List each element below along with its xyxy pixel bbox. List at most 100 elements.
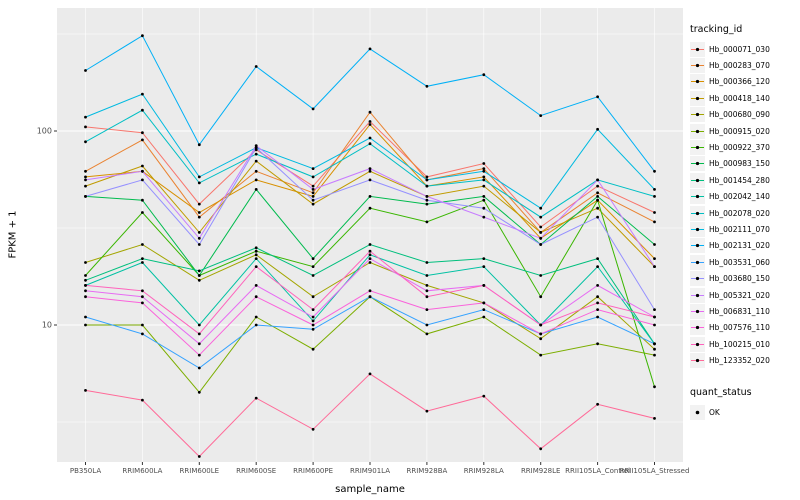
data-point xyxy=(539,236,543,240)
legend-key-icon xyxy=(690,353,705,369)
data-point xyxy=(539,206,543,210)
data-point xyxy=(84,284,87,287)
legend-key-icon xyxy=(690,336,705,352)
data-point xyxy=(539,332,543,336)
data-point xyxy=(141,169,144,173)
data-point xyxy=(197,278,201,282)
legend-key-icon xyxy=(690,221,705,237)
data-point xyxy=(84,278,87,282)
y-tick-label: 100 xyxy=(37,127,52,136)
data-point xyxy=(539,274,543,277)
data-point xyxy=(653,323,656,327)
data-point xyxy=(482,195,486,198)
data-point xyxy=(311,274,315,277)
x-tick-label: RRII105LA_Control xyxy=(565,467,630,475)
data-point xyxy=(254,188,258,191)
data-point xyxy=(596,178,599,182)
data-point xyxy=(539,114,543,117)
data-point xyxy=(311,202,315,206)
data-point xyxy=(653,243,656,246)
legend-entry: Hb_003531_060 xyxy=(690,254,798,270)
data-point xyxy=(254,152,258,156)
data-point xyxy=(596,284,599,287)
legend-entry: Hb_000922_370 xyxy=(690,139,798,156)
data-point xyxy=(425,323,429,327)
legend-entry: Hb_000283_070 xyxy=(690,57,798,74)
data-point xyxy=(539,323,543,327)
data-point xyxy=(482,178,486,182)
data-point xyxy=(653,353,656,357)
x-tick-label: RRIM600LE xyxy=(180,467,220,475)
data-point xyxy=(425,295,429,299)
data-point xyxy=(539,353,543,357)
data-point xyxy=(311,327,315,331)
data-point xyxy=(254,315,258,319)
data-point xyxy=(368,253,372,257)
x-tick-label: RRIM928LA xyxy=(464,467,504,475)
data-point xyxy=(84,125,87,129)
data-point xyxy=(197,390,201,394)
data-point xyxy=(141,289,144,293)
legend-entry-label: Hb_003680_150 xyxy=(709,274,770,284)
data-point xyxy=(311,167,315,171)
data-point xyxy=(482,73,486,77)
legend-key-icon xyxy=(690,287,705,303)
data-point xyxy=(311,323,315,327)
data-point xyxy=(368,249,372,253)
data-point xyxy=(539,447,543,451)
plot-area: 10 100 PB350LA RRIM600LA RRIM600LE RRIM600SE R… xyxy=(37,8,689,475)
legend-key-icon xyxy=(690,58,705,74)
data-point xyxy=(254,257,258,260)
data-point xyxy=(368,295,372,299)
data-point xyxy=(482,265,486,268)
legend-key-icon xyxy=(690,41,705,57)
data-point xyxy=(197,243,201,246)
data-point xyxy=(596,206,599,210)
data-point xyxy=(368,206,372,210)
data-point xyxy=(311,107,315,111)
data-point xyxy=(425,409,429,413)
data-point xyxy=(197,175,201,179)
data-point xyxy=(311,184,315,188)
data-point xyxy=(596,315,599,319)
data-point xyxy=(311,295,315,299)
legend-entry: Hb_005321_020 xyxy=(690,287,798,303)
legend-key-icon xyxy=(690,404,705,420)
data-point xyxy=(539,295,543,299)
legend-entry-label: Hb_123352_020 xyxy=(709,356,770,366)
data-point xyxy=(425,308,429,311)
data-point xyxy=(368,257,372,260)
data-point xyxy=(141,211,144,214)
data-point xyxy=(84,323,87,327)
data-point xyxy=(653,169,656,173)
data-point xyxy=(197,455,201,458)
data-point xyxy=(539,337,543,341)
data-point xyxy=(311,319,315,323)
data-point xyxy=(368,195,372,198)
legend-key-icon xyxy=(690,189,705,205)
legend-entry-label: Hb_006831_110 xyxy=(709,306,770,316)
data-point xyxy=(368,167,372,171)
data-point xyxy=(653,417,656,420)
legend-key-icon xyxy=(690,90,705,106)
legend-entry: Hb_002078_020 xyxy=(690,205,798,221)
data-point xyxy=(653,265,656,268)
data-point xyxy=(84,169,87,173)
data-point xyxy=(84,274,87,277)
data-point xyxy=(311,257,315,260)
legend-entry-label: Hb_000680_090 xyxy=(709,110,770,120)
data-point xyxy=(425,289,429,293)
legend-key-icon xyxy=(690,123,705,139)
data-point xyxy=(254,295,258,299)
data-point xyxy=(368,142,372,146)
legend-entry: Hb_000915_020 xyxy=(690,123,798,139)
data-point xyxy=(596,191,599,195)
data-point xyxy=(254,265,258,268)
legend-key-icon xyxy=(690,303,705,319)
legend-key-icon xyxy=(690,172,705,188)
data-point xyxy=(368,47,372,51)
legend-shape-title: quant_status xyxy=(690,386,752,398)
y-tick-label: 10 xyxy=(42,321,52,330)
data-point xyxy=(84,295,87,299)
data-point xyxy=(141,295,144,299)
